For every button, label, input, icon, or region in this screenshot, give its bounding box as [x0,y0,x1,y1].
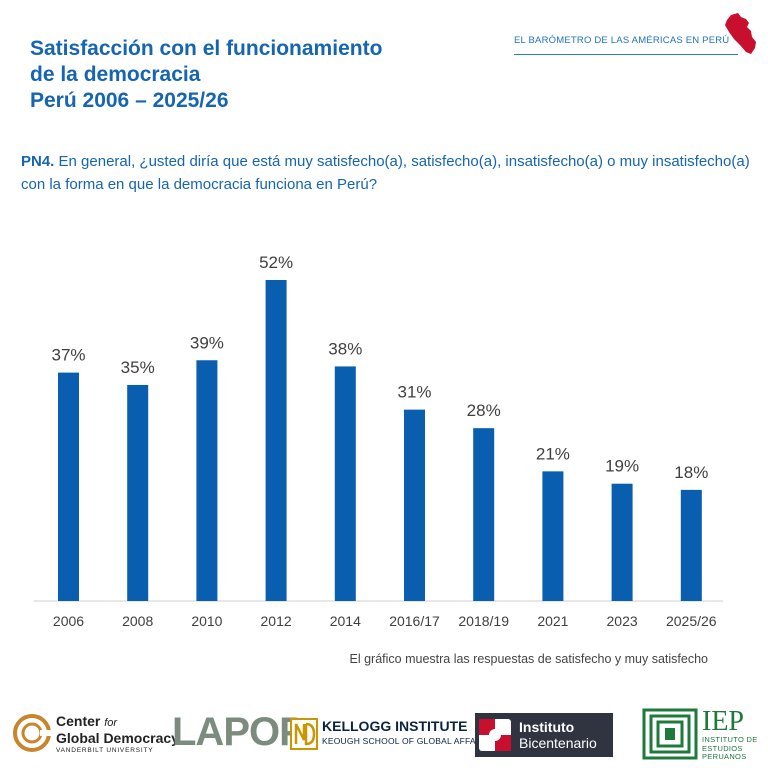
bar-2023 [611,483,633,601]
kellogg-line-1: KELLOGG INSTITUTE [322,718,468,734]
bar-2016/17 [404,409,425,601]
page-title: Satisfacción con el funcionamiento de la… [30,36,382,114]
data-label-2008: 35% [121,358,155,377]
data-label-2018/19: 28% [467,401,501,420]
chart-footnote: El gráfico muestra las respuestas de sat… [349,652,709,666]
x-tick-label-2025/26: 2025/26 [666,613,717,629]
survey-question: PN4. En general, ¿usted diría que está m… [21,150,756,196]
cgd-for: for [104,717,118,729]
x-tick-label-2010: 2010 [191,613,222,629]
cgd-line-2: Global Democracy [56,730,179,746]
bar-2006 [58,372,79,601]
notre-dame-monogram-icon [290,718,318,750]
data-label-2014: 38% [328,339,362,358]
bar-2021 [542,471,564,601]
bicentenario-line-1: Instituto [519,719,575,735]
question-text: En general, ¿usted diría que está muy sa… [21,153,750,193]
question-code: PN4. [21,153,55,170]
bar-2018/19 [473,428,495,601]
iep-line-3: ESTUDIOS [702,743,743,753]
partner-logos: Center for Global Democracy VANDERBILT U… [0,700,768,768]
bicentenario-line-2: Bicentenario [519,735,597,751]
bar-2025/26 [680,489,702,601]
data-label-2016/17: 31% [397,383,431,402]
x-tick-label-2016/17: 2016/17 [389,613,440,629]
x-tick-label-2014: 2014 [330,613,361,629]
x-tick-label-2023: 2023 [607,613,638,629]
peru-map-icon [725,13,756,54]
data-label-2023: 19% [605,457,639,476]
cgd-emblem-icon [13,714,54,752]
kellogg-line-2: KEOUGH SCHOOL OF GLOBAL AFFAIRS [322,736,491,746]
logo-center-global-democracy: Center for Global Democracy VANDERBILT U… [12,712,179,759]
data-label-2012: 52% [259,253,293,272]
data-label-2025/26: 18% [674,463,708,482]
title-line-2: de la democracia [30,63,201,86]
cgd-line-1: Center [56,713,101,729]
bar-2012 [265,280,287,601]
brand-label: EL BARÓMETRO DE LAS AMÉRICAS EN PERÚ [514,35,730,46]
brand-divider [514,54,738,55]
x-tick-label-2018/19: 2018/19 [458,613,509,629]
cgd-line-3: VANDERBILT UNIVERSITY [56,747,154,754]
x-tick-label-2006: 2006 [53,613,84,629]
data-label-2021: 21% [536,444,570,463]
logo-iep: IEP INSTITUTO DE ESTUDIOS PERUANOS [642,708,757,765]
bar-2010 [196,360,218,601]
iep-line-4: PERUANOS [702,752,747,761]
title-line-1: Satisfacción con el funcionamiento [30,37,383,60]
data-label-2010: 39% [190,333,224,352]
bar-2014 [334,366,356,601]
logo-kellogg-institute: KELLOGG INSTITUTE KEOUGH SCHOOL OF GLOBA… [290,718,490,755]
logo-lapop: LAPOP [172,710,306,754]
logo-instituto-bicentenario: Instituto Bicentenario [475,713,613,757]
iep-acronym: IEP [702,706,744,737]
x-tick-label-2008: 2008 [122,613,153,629]
iep-line-2: INSTITUTO DE [702,735,758,744]
bar-2008 [127,384,149,601]
x-tick-label-2012: 2012 [261,613,292,629]
data-label-2006: 37% [51,346,85,365]
iep-emblem-icon [642,708,698,760]
bar-chart: 37% 2006 35% 2008 39% 2010 52% 2012 38% 2014 31% 20… [34,253,723,629]
bicentenario-emblem-icon [479,719,511,751]
title-line-3: Perú 2006 – 2025/26 [30,89,229,112]
x-tick-label-2021: 2021 [537,613,568,629]
